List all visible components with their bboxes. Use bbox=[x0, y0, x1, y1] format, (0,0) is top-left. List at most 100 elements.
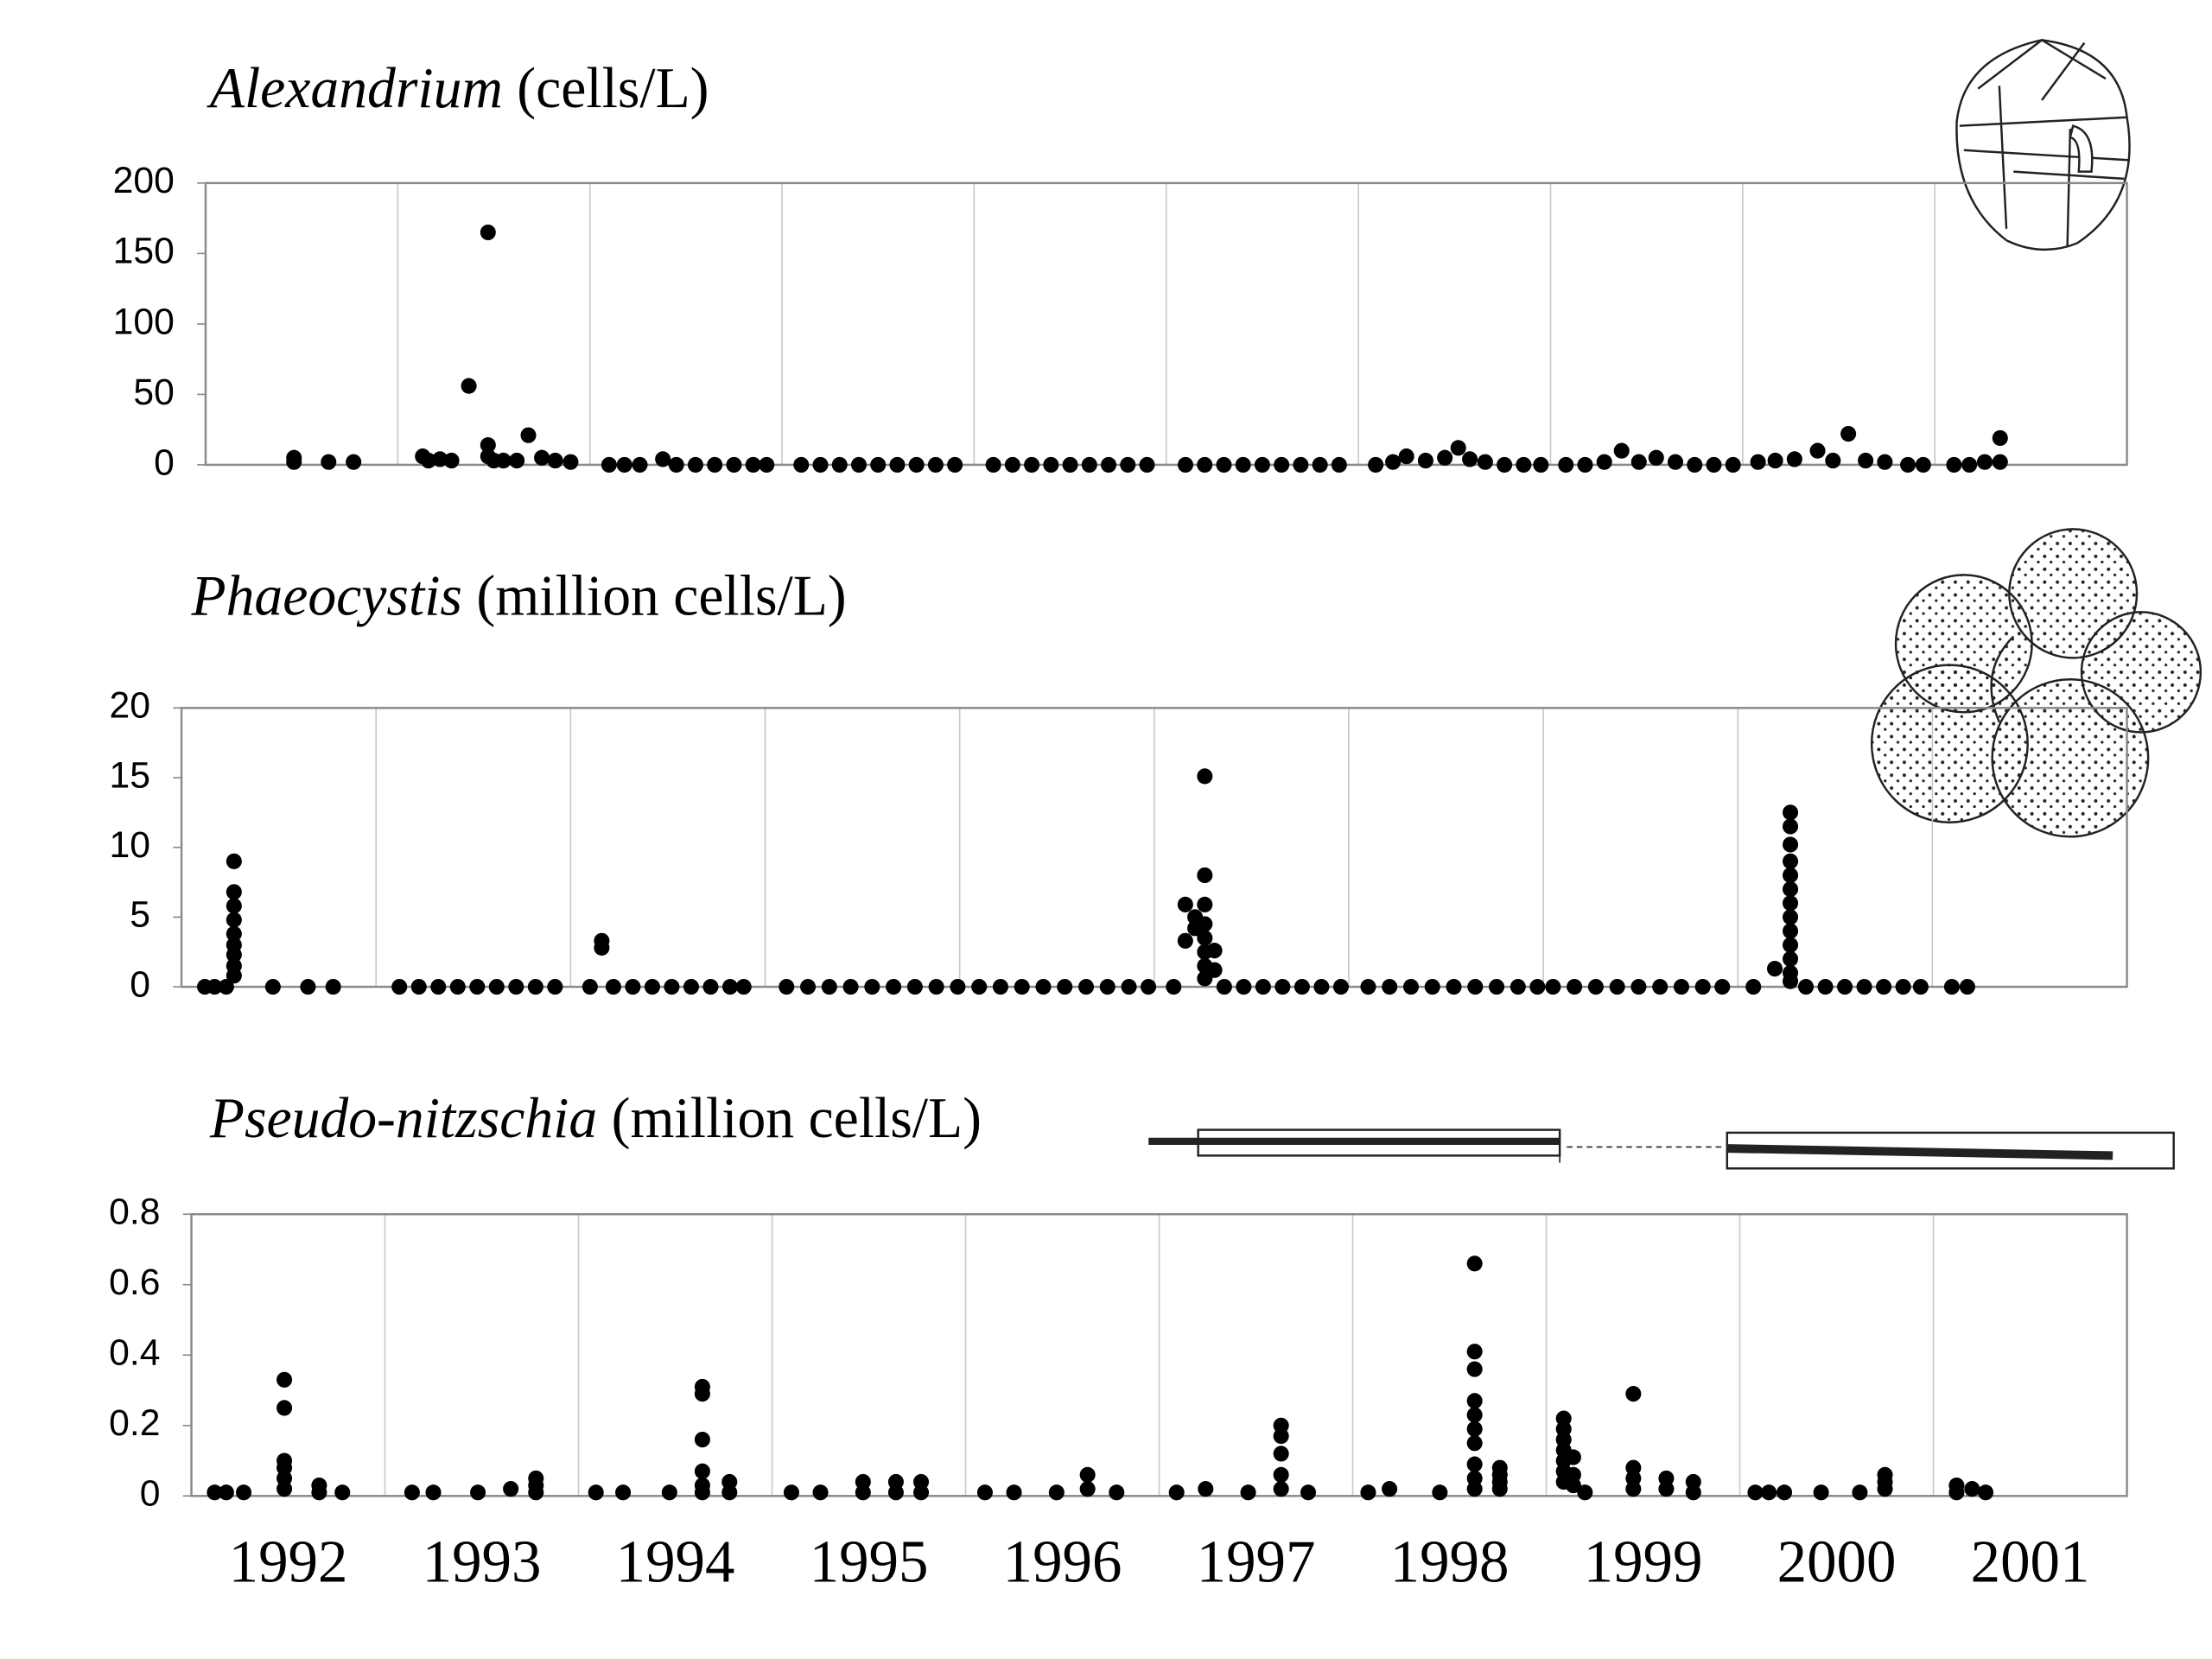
data-point bbox=[311, 1484, 327, 1501]
data-point bbox=[1235, 456, 1251, 474]
data-point bbox=[235, 1484, 252, 1501]
data-point bbox=[721, 1484, 738, 1501]
data-point bbox=[470, 1484, 486, 1501]
data-point bbox=[495, 452, 512, 469]
x-tick-label: 1998 bbox=[1390, 1528, 1510, 1594]
title-taxon: Phaeocystis bbox=[191, 564, 462, 627]
data-point bbox=[1750, 454, 1766, 470]
data-point bbox=[1300, 1484, 1317, 1501]
data-point bbox=[1489, 978, 1505, 995]
data-point bbox=[1466, 1481, 1483, 1497]
data-point bbox=[1813, 1484, 1829, 1501]
data-point bbox=[488, 978, 505, 995]
data-point bbox=[218, 1484, 234, 1501]
data-point bbox=[1825, 452, 1841, 469]
data-point bbox=[1915, 456, 1931, 474]
data-point bbox=[707, 456, 723, 474]
data-point bbox=[928, 978, 944, 995]
data-point bbox=[469, 978, 486, 995]
data-point bbox=[461, 378, 477, 394]
data-point bbox=[886, 978, 902, 995]
y-tick-label: 0.4 bbox=[109, 1332, 160, 1373]
data-point bbox=[430, 978, 447, 995]
data-point bbox=[1625, 1386, 1642, 1402]
data-point bbox=[1466, 1393, 1483, 1409]
data-point bbox=[793, 456, 810, 474]
data-point bbox=[1625, 1481, 1642, 1497]
data-point bbox=[1948, 1484, 1965, 1501]
data-point bbox=[1274, 978, 1291, 995]
data-point bbox=[1783, 950, 1799, 967]
data-point bbox=[218, 978, 234, 995]
data-point bbox=[1014, 978, 1030, 995]
data-point bbox=[1466, 1421, 1483, 1437]
data-point bbox=[321, 454, 337, 470]
data-point bbox=[1837, 978, 1853, 995]
data-point bbox=[1424, 978, 1440, 995]
data-point bbox=[661, 1484, 677, 1501]
data-point bbox=[950, 978, 966, 995]
data-point bbox=[226, 925, 242, 942]
data-point bbox=[1139, 456, 1155, 474]
x-tick-label: 1995 bbox=[810, 1528, 929, 1594]
data-point bbox=[908, 456, 925, 474]
data-point bbox=[1777, 1484, 1793, 1501]
data-point bbox=[906, 978, 923, 995]
data-point bbox=[1783, 853, 1799, 869]
data-point bbox=[855, 1484, 871, 1501]
data-point bbox=[1360, 978, 1376, 995]
data-point bbox=[1685, 1484, 1701, 1501]
data-point bbox=[850, 456, 867, 474]
data-point bbox=[1035, 978, 1052, 995]
data-point bbox=[1809, 442, 1826, 459]
data-point bbox=[1876, 978, 1892, 995]
data-point bbox=[1417, 452, 1433, 469]
data-point bbox=[1121, 978, 1137, 995]
data-point bbox=[1558, 456, 1574, 474]
data-point bbox=[226, 912, 242, 928]
data-point bbox=[812, 456, 829, 474]
data-point bbox=[1168, 1484, 1185, 1501]
data-point bbox=[1197, 456, 1213, 474]
data-point bbox=[927, 456, 944, 474]
y-tick-label: 150 bbox=[113, 231, 175, 272]
data-point bbox=[1206, 962, 1223, 978]
title-unit: (cells/L) bbox=[517, 57, 709, 120]
pseudo-nitzschia-illustration bbox=[1148, 1128, 2175, 1170]
data-point bbox=[1783, 937, 1799, 953]
data-point bbox=[300, 978, 316, 995]
data-point bbox=[745, 456, 761, 474]
data-point bbox=[1081, 456, 1097, 474]
data-point bbox=[864, 978, 880, 995]
data-point bbox=[207, 978, 223, 995]
data-point bbox=[1466, 1435, 1483, 1452]
data-point bbox=[694, 1484, 710, 1501]
data-point bbox=[1077, 978, 1095, 995]
data-point bbox=[1961, 456, 1978, 474]
data-point bbox=[1577, 456, 1593, 474]
data-point bbox=[889, 456, 906, 474]
data-point bbox=[759, 456, 775, 474]
data-point bbox=[1783, 973, 1799, 989]
data-point bbox=[1197, 916, 1213, 932]
data-point bbox=[1197, 896, 1213, 912]
data-point bbox=[425, 1484, 442, 1501]
data-point bbox=[726, 456, 742, 474]
data-point bbox=[432, 451, 448, 467]
y-tick-label: 100 bbox=[113, 301, 175, 342]
x-tick-label: 1999 bbox=[1584, 1528, 1703, 1594]
data-point bbox=[1446, 978, 1462, 995]
data-point bbox=[1240, 1484, 1256, 1501]
data-point bbox=[1477, 454, 1493, 470]
data-point bbox=[1462, 451, 1478, 467]
data-point bbox=[286, 454, 302, 470]
data-point bbox=[334, 1484, 351, 1501]
data-point bbox=[325, 978, 341, 995]
data-point bbox=[594, 939, 610, 956]
data-point bbox=[1101, 456, 1117, 474]
data-point bbox=[1858, 452, 1874, 469]
data-point bbox=[563, 454, 579, 470]
data-point bbox=[1613, 442, 1630, 459]
data-point bbox=[1254, 456, 1270, 474]
